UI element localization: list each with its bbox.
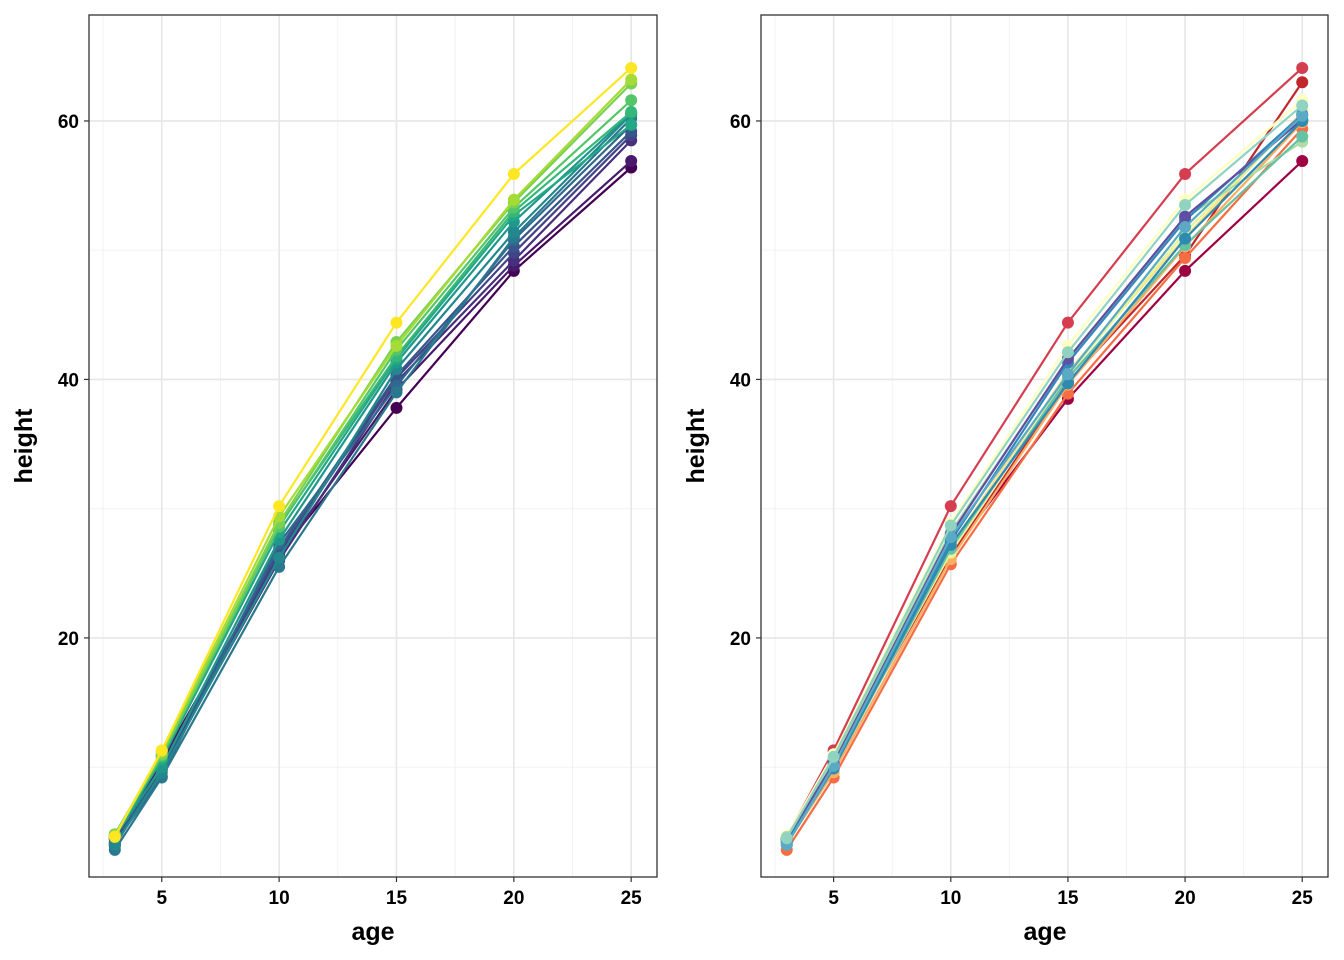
data-point (944, 531, 957, 544)
data-point (625, 155, 638, 168)
data-point (1061, 368, 1074, 381)
series-line (113, 67, 632, 838)
y-axis-title: height (10, 408, 38, 484)
x-tick-label: 5 (156, 888, 167, 909)
data-point (1296, 109, 1309, 122)
data-point (1179, 251, 1192, 264)
data-point (390, 339, 403, 352)
data-point (944, 519, 957, 532)
gridlines (761, 15, 1328, 877)
series-14 (780, 109, 1309, 851)
panel-2: 5 10 15 20 25 age 20 40 60 height (682, 14, 1329, 946)
x-axis-title: age (351, 918, 394, 946)
data-point (780, 832, 793, 845)
series-group (780, 61, 1309, 856)
series-line (113, 123, 632, 838)
y-tick-label: 60 (58, 112, 79, 133)
data-point (507, 226, 520, 239)
data-point (155, 744, 168, 757)
data-point (1179, 198, 1192, 211)
panel-1: 5 10 15 20 25 age 20 40 60 height (10, 14, 658, 946)
x-tick-label: 5 (828, 888, 839, 909)
x-tick-label: 10 (269, 888, 290, 909)
x-axis: 5 10 15 20 25 age (828, 877, 1313, 946)
y-tick-label: 20 (58, 629, 79, 650)
y-tick-label: 40 (58, 370, 79, 391)
data-point (1296, 76, 1309, 89)
x-tick-label: 20 (503, 888, 524, 909)
series-line (785, 67, 1303, 838)
panel-border (760, 14, 1329, 878)
data-point (944, 500, 957, 513)
data-point (625, 118, 638, 131)
panel-border (88, 14, 658, 878)
x-axis: 5 10 15 20 25 age (156, 877, 642, 946)
data-point (1179, 232, 1192, 245)
data-point (273, 500, 286, 513)
series-line (785, 99, 1303, 837)
data-point (1061, 316, 1074, 329)
series-line (785, 115, 1303, 846)
data-point (1179, 220, 1192, 233)
data-point (108, 830, 121, 843)
data-point (507, 167, 520, 180)
data-point (1296, 61, 1309, 74)
y-axis: 20 40 60 height (682, 112, 761, 650)
data-point (625, 73, 638, 86)
series-line (113, 112, 632, 838)
series-line (113, 113, 632, 846)
x-tick-label: 20 (1175, 888, 1196, 909)
data-point (827, 750, 840, 763)
data-point (1061, 346, 1074, 359)
data-point (1179, 210, 1192, 223)
y-tick-label: 20 (730, 629, 751, 650)
y-axis-title: height (682, 408, 710, 484)
x-tick-label: 15 (1057, 888, 1079, 909)
series-line (785, 104, 1303, 839)
data-point (390, 386, 403, 399)
series-line (785, 127, 1304, 851)
series-line (113, 117, 632, 851)
x-tick-label: 10 (940, 888, 961, 909)
y-axis: 20 40 60 height (10, 112, 89, 650)
data-point (390, 316, 403, 329)
data-point (273, 551, 286, 564)
data-point (1296, 155, 1309, 168)
y-tick-label: 60 (730, 112, 751, 133)
data-point (1179, 167, 1192, 180)
x-axis-title: age (1023, 918, 1066, 946)
data-point (507, 193, 520, 206)
data-point (390, 401, 403, 414)
data-point (1296, 130, 1309, 143)
x-tick-label: 25 (621, 888, 643, 909)
series-group (108, 61, 638, 856)
series-line (785, 118, 1303, 841)
data-point (625, 61, 638, 74)
y-tick-label: 40 (730, 370, 751, 391)
x-tick-label: 15 (386, 888, 408, 909)
series-15 (780, 99, 1309, 845)
data-point (1179, 264, 1192, 277)
data-point (625, 105, 638, 118)
series-15 (108, 61, 638, 843)
data-point (625, 94, 638, 107)
data-point (1296, 99, 1309, 112)
x-tick-label: 25 (1292, 888, 1314, 909)
